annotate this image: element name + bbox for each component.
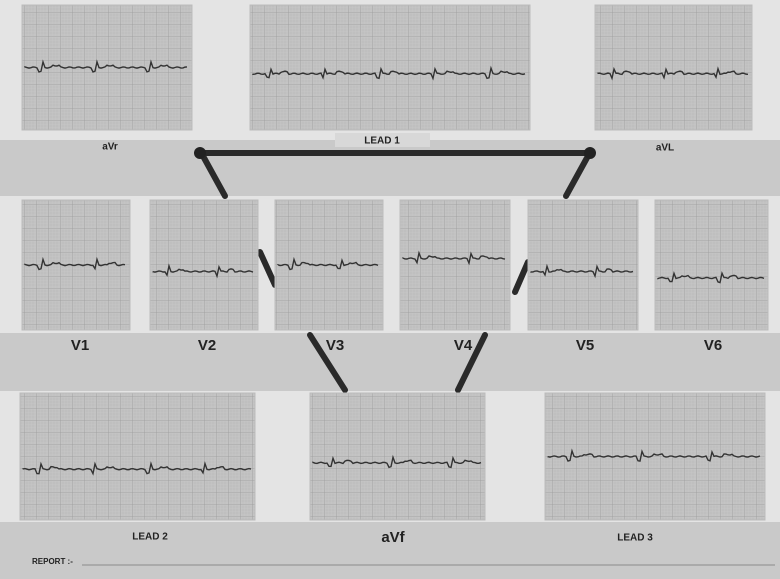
- lead-label: V4: [454, 337, 473, 354]
- lead-label: LEAD 1: [364, 136, 400, 147]
- ecg-strip: [310, 393, 485, 520]
- lead-label: V2: [198, 337, 216, 354]
- label-band: [0, 333, 780, 391]
- ecg-strip: [595, 5, 752, 130]
- ecg-strip: [250, 5, 530, 130]
- lead-label: aVL: [656, 143, 674, 154]
- ecg-strip: [528, 200, 638, 330]
- lead-label: LEAD 3: [617, 533, 653, 544]
- report-label: REPORT :-: [32, 557, 73, 566]
- lead-label: V1: [71, 337, 89, 354]
- ecg-strip: [655, 200, 768, 330]
- lead-label: V5: [576, 337, 594, 354]
- ecg-strip: [20, 393, 255, 520]
- lead-label: V3: [326, 337, 344, 354]
- ecg-strip: [150, 200, 258, 330]
- lead-label: V6: [704, 337, 722, 354]
- ecg-strip: [400, 200, 510, 330]
- lead-label: LEAD 2: [132, 532, 168, 543]
- ecg-card: aVr LEAD 1 aVL V1 V2 V3 V4 V5 V6 LEAD 2 …: [0, 0, 780, 579]
- lead-label: aVr: [102, 142, 118, 153]
- lead-label: aVf: [381, 529, 405, 546]
